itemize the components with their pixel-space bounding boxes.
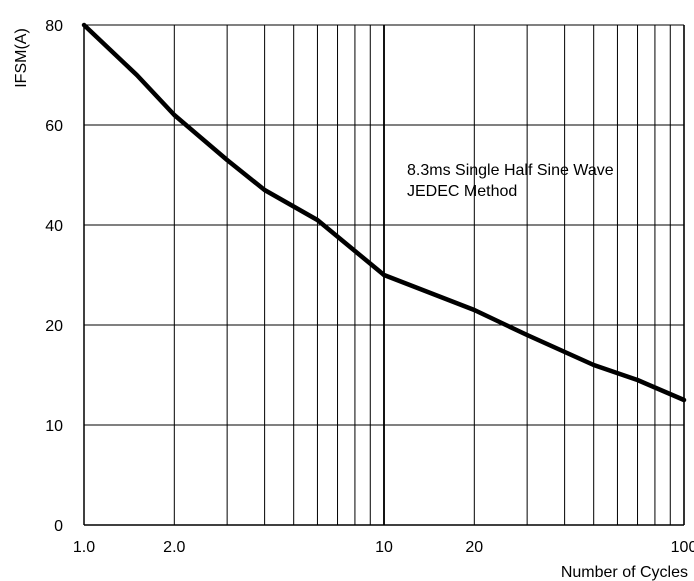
curve-layer [81,22,687,403]
y-tick-label: 0 [54,518,63,535]
x-axis-label: Number of Cycles [561,564,688,581]
x-tick-label: 1.0 [73,539,95,556]
y-axis-label: IFSM(A) [13,28,30,88]
y-tick-label: 10 [45,418,63,435]
y-tick-label: 40 [45,218,63,235]
y-tick-label: 80 [45,18,63,35]
axes [83,25,684,526]
y-tick-label: 20 [45,318,63,335]
y-tick-label: 60 [45,118,63,135]
x-tick-label: 100 [671,539,694,556]
annotation-line-1: 8.3ms Single Half Sine Wave [407,162,614,179]
annotation-line-2: JEDEC Method [407,183,517,200]
x-tick-label: 2.0 [163,539,185,556]
x-tick-label: 20 [465,539,483,556]
x-tick-label: 10 [375,539,393,556]
series-line [81,22,687,403]
